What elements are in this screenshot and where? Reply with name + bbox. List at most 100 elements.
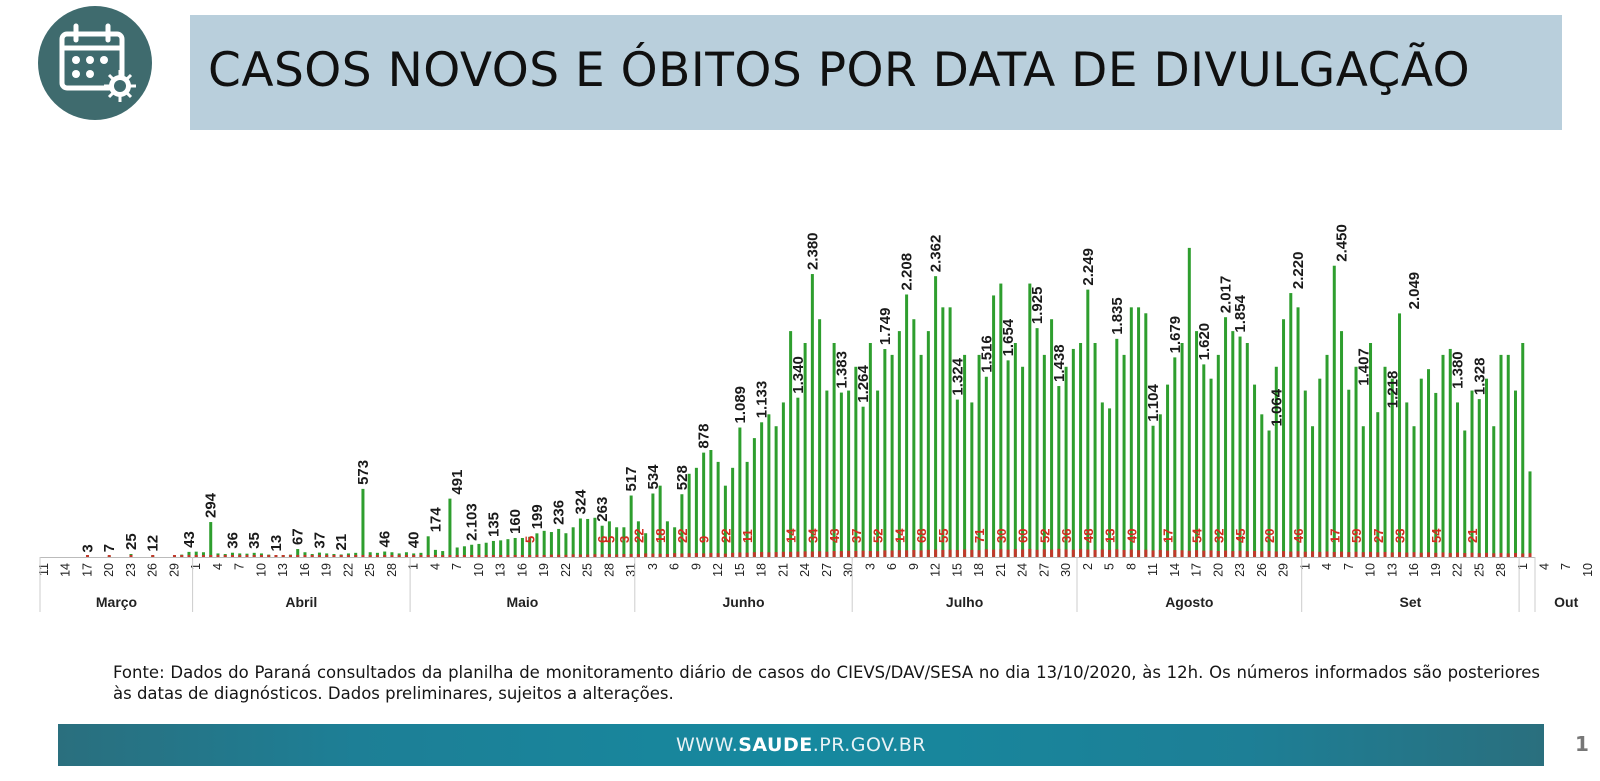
death-data-label: 40	[1124, 529, 1139, 543]
death-bar	[564, 554, 568, 557]
case-bar	[955, 399, 959, 557]
death-bar	[187, 555, 191, 557]
x-tick-label: 18	[755, 563, 769, 577]
x-tick-label: 26	[1255, 563, 1269, 577]
case-bar	[1405, 402, 1409, 557]
case-data-label: 1.749	[877, 308, 894, 346]
case-bar	[564, 533, 568, 557]
calendar-virus-icon	[38, 6, 152, 120]
case-bar	[1006, 360, 1010, 557]
death-bar	[1231, 551, 1235, 557]
death-data-label: 45	[1233, 529, 1248, 543]
x-tick-label: 6	[885, 563, 899, 570]
case-bar	[542, 530, 546, 557]
death-bar	[470, 555, 474, 557]
case-bar	[752, 438, 756, 557]
footer-url[interactable]: WWW.SAUDE.PR.GOV.BR	[58, 734, 1544, 756]
case-bar	[1354, 366, 1358, 557]
death-bar	[209, 555, 213, 557]
case-bar	[1274, 366, 1278, 557]
death-bar	[1311, 551, 1315, 557]
death-bar	[1238, 550, 1242, 557]
death-bar	[760, 551, 764, 557]
death-bar	[948, 549, 952, 557]
death-bar	[709, 552, 713, 557]
case-bar	[738, 427, 742, 557]
x-tick-label: 5	[1103, 563, 1117, 570]
case-bar	[963, 354, 967, 557]
death-bar	[745, 552, 749, 557]
death-bar	[238, 555, 242, 557]
case-bar	[694, 467, 698, 557]
case-bar	[680, 494, 684, 557]
source-note: Fonte: Dados do Paraná consultados da pl…	[113, 663, 1540, 703]
death-data-label: 3	[617, 536, 632, 543]
case-bar	[317, 552, 321, 557]
x-tick-label: 22	[341, 563, 355, 577]
case-data-label: 13	[268, 535, 285, 552]
x-tick-label: 19	[320, 563, 334, 577]
death-bar	[1376, 552, 1380, 557]
case-bar	[1441, 354, 1445, 557]
death-bar	[259, 555, 263, 557]
x-tick-label: 28	[602, 563, 616, 577]
case-bar	[1144, 313, 1148, 557]
x-tick-label: 4	[428, 563, 442, 570]
death-bar	[854, 550, 858, 557]
case-data-label: 1.925	[1029, 287, 1046, 325]
case-bar	[1093, 343, 1097, 557]
death-bar	[1137, 550, 1141, 557]
death-bar	[1028, 548, 1032, 557]
case-bar	[1166, 384, 1170, 557]
case-bar	[252, 552, 256, 557]
death-bar	[1122, 550, 1126, 557]
death-data-label: 59	[1349, 529, 1364, 543]
footer-banner: WWW.SAUDE.PR.GOV.BR	[58, 724, 1544, 766]
x-tick-label: 24	[798, 563, 812, 577]
death-bar	[506, 555, 510, 557]
death-bar	[419, 555, 423, 557]
death-bar	[1427, 552, 1431, 557]
case-bar	[796, 397, 800, 557]
case-data-label: 2.017	[1218, 276, 1235, 314]
month-label: Abril	[285, 594, 317, 610]
case-bar	[1311, 426, 1315, 557]
x-tick-label: 16	[1407, 563, 1421, 577]
case-bar	[1216, 354, 1220, 557]
death-bar	[941, 549, 945, 557]
x-tick-label: 20	[1211, 563, 1225, 577]
death-bar	[1521, 553, 1525, 557]
case-data-label: 1.133	[754, 381, 771, 419]
x-tick-label: 25	[363, 563, 377, 577]
case-bar	[1485, 378, 1489, 557]
case-bar	[687, 473, 691, 557]
death-bar	[1267, 551, 1271, 557]
death-bar	[1289, 551, 1293, 557]
death-bar	[1448, 552, 1452, 557]
death-data-label: 68	[914, 529, 929, 543]
death-bar	[1151, 550, 1155, 557]
death-bar	[194, 555, 198, 557]
case-bar	[194, 551, 198, 557]
death-bar	[723, 553, 727, 557]
case-bar	[948, 307, 952, 557]
x-tick-label: 23	[1233, 563, 1247, 577]
death-bar	[477, 555, 481, 557]
case-bar	[1528, 471, 1532, 557]
death-bar	[687, 553, 691, 557]
case-bar	[1463, 430, 1467, 557]
death-bar	[651, 553, 655, 557]
death-bar	[1035, 549, 1039, 557]
case-data-label: 2.049	[1406, 272, 1423, 310]
death-bar	[999, 549, 1003, 557]
case-bar	[1050, 319, 1054, 557]
death-data-label: 48	[1081, 529, 1096, 543]
case-data-label: 40	[406, 532, 423, 549]
death-bar	[781, 551, 785, 557]
death-data-label: 71	[972, 529, 987, 543]
death-bar	[977, 550, 981, 557]
death-data-label: 9	[697, 536, 712, 543]
case-bar	[832, 343, 836, 557]
case-data-label: 534	[645, 464, 662, 490]
x-tick-label: 4	[1538, 563, 1552, 570]
